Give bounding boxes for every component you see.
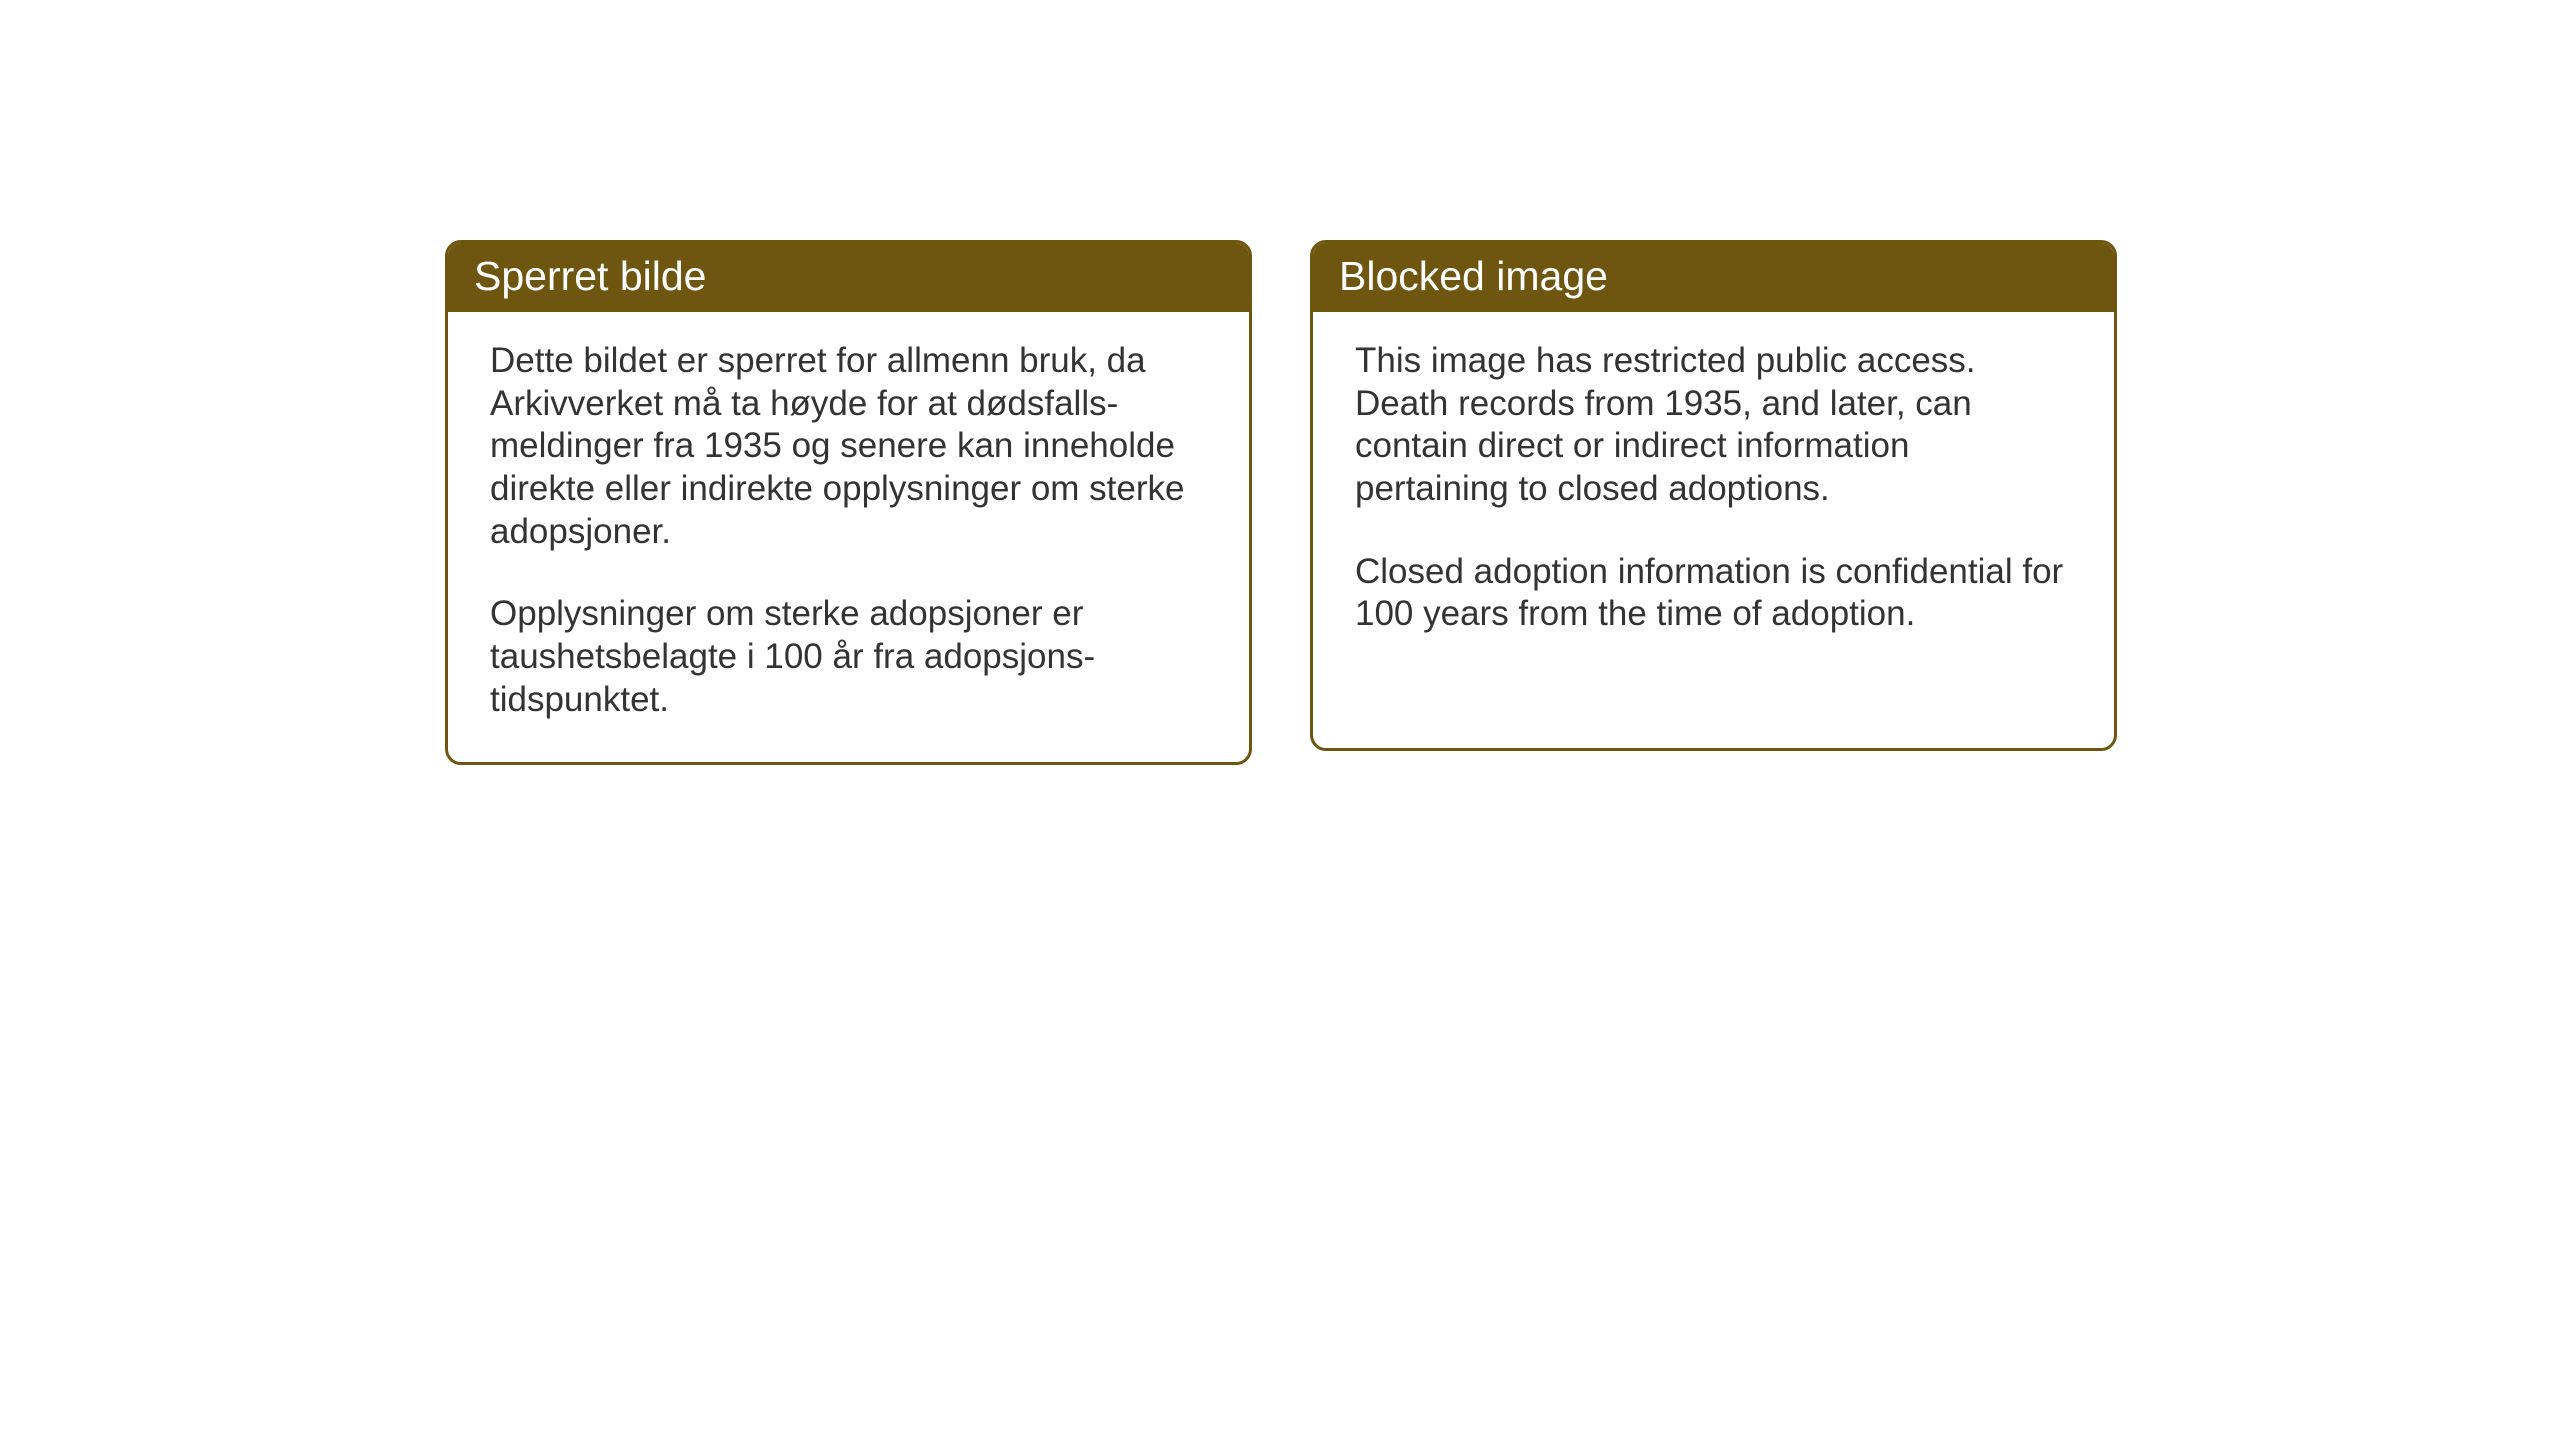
notice-header-english: Blocked image (1313, 243, 2114, 312)
notice-card-english: Blocked image This image has restricted … (1310, 240, 2117, 751)
notice-container: Sperret bilde Dette bildet er sperret fo… (445, 240, 2117, 765)
notice-card-norwegian: Sperret bilde Dette bildet er sperret fo… (445, 240, 1252, 765)
notice-paragraph-1-english: This image has restricted public access.… (1355, 340, 2072, 511)
notice-body-norwegian: Dette bildet er sperret for allmenn bruk… (448, 312, 1249, 762)
notice-paragraph-2-norwegian: Opplysninger om sterke adopsjoner er tau… (490, 593, 1207, 721)
notice-paragraph-2-english: Closed adoption information is confident… (1355, 551, 2072, 636)
notice-body-english: This image has restricted public access.… (1313, 312, 2114, 676)
notice-header-norwegian: Sperret bilde (448, 243, 1249, 312)
notice-paragraph-1-norwegian: Dette bildet er sperret for allmenn bruk… (490, 340, 1207, 553)
